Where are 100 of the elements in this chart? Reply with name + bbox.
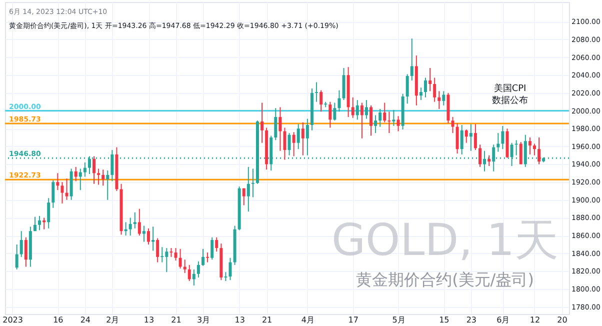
candlestick — [178, 248, 182, 270]
candlestick — [474, 124, 477, 150]
x-tick-label: 17 — [348, 316, 358, 324]
candlestick — [469, 124, 472, 152]
candlestick — [388, 111, 391, 134]
candlestick — [328, 101, 332, 128]
candlestick — [106, 170, 110, 200]
candlestick — [65, 178, 68, 200]
candlestick — [360, 102, 364, 139]
x-tick-label: 5月 — [392, 316, 406, 324]
candlestick — [192, 268, 196, 286]
candlestick — [56, 172, 60, 191]
candlestick — [378, 108, 382, 128]
x-tick-label: 3月 — [196, 316, 210, 324]
candlestick — [519, 141, 522, 165]
candlestick — [419, 87, 422, 101]
candlestick — [406, 74, 409, 104]
candlestick — [456, 122, 459, 154]
candlestick — [478, 144, 482, 168]
candlestick — [488, 154, 491, 167]
candlestick — [33, 216, 36, 232]
candlestick — [102, 169, 105, 186]
x-tick-label: 23 — [466, 316, 477, 324]
x-tick-label: 13 — [234, 316, 245, 324]
candlestick — [370, 104, 373, 136]
x-tick-label: 20 — [557, 316, 568, 324]
candlestick — [83, 162, 86, 178]
candlestick — [532, 143, 536, 156]
candlestick — [147, 228, 150, 245]
candlestick — [183, 259, 186, 274]
x-tick-label: 21 — [262, 316, 272, 324]
candlestick — [215, 236, 218, 252]
candlestick — [246, 166, 250, 212]
candlestick — [528, 136, 532, 155]
candlestick — [24, 236, 28, 268]
candlestick — [424, 77, 427, 98]
x-tick-label: 15 — [439, 316, 450, 324]
text: 黄金期价合约(美元/盎司) — [356, 270, 534, 289]
candlestick — [74, 166, 78, 182]
candlestick — [156, 238, 160, 263]
x-tick-label: 21 — [171, 316, 182, 324]
candlestick — [315, 82, 318, 102]
x-tick-label: 4月 — [301, 316, 314, 324]
candlestick — [47, 198, 50, 229]
candlestick — [274, 108, 278, 141]
candlestick — [356, 100, 359, 120]
candlestick — [292, 132, 296, 157]
candlestick — [451, 116, 454, 134]
candlestick — [210, 236, 214, 260]
candlestick — [296, 124, 300, 150]
candlestick — [78, 168, 82, 191]
candlestick — [38, 215, 42, 231]
candlestick — [152, 226, 155, 252]
candlestick — [351, 96, 354, 118]
candlestick — [396, 116, 400, 132]
candlestick — [160, 246, 164, 263]
candlestick — [201, 248, 204, 266]
candlestick — [188, 264, 191, 282]
candlestick — [206, 252, 210, 263]
candlestick — [196, 260, 200, 278]
candlestick — [433, 77, 436, 102]
candlestick — [501, 125, 504, 150]
candlestick — [138, 208, 141, 236]
candlestick — [342, 67, 346, 101]
x-tick-label: 6月 — [496, 316, 510, 324]
candlestick — [228, 257, 232, 281]
candlestick — [306, 118, 309, 156]
candlestick — [410, 38, 414, 81]
x-tick-label: 12 — [530, 316, 540, 324]
candlestick — [97, 168, 100, 186]
candlestick — [333, 102, 336, 122]
candlestick — [128, 217, 132, 236]
x-tick-label: 16 — [53, 316, 64, 324]
candlestick — [283, 127, 286, 160]
candlestick — [92, 156, 96, 184]
candlestick — [20, 230, 23, 258]
candlestick — [15, 244, 18, 270]
candlestick — [374, 114, 378, 134]
candlestick — [288, 132, 291, 156]
candlestick — [538, 136, 541, 165]
candlestick — [301, 122, 304, 156]
candlestick — [442, 90, 446, 106]
candlestick — [364, 100, 368, 120]
candlestick — [464, 128, 468, 144]
candlestick — [320, 90, 323, 112]
candlestick — [52, 180, 55, 208]
x-tick-label: 24 — [80, 316, 91, 324]
candlestick — [60, 182, 64, 204]
candlestick — [338, 90, 341, 112]
annotation: 美国CPI 数据公布 — [492, 83, 528, 106]
candlestick — [278, 106, 282, 152]
candlestick — [242, 188, 246, 206]
candlestick — [483, 150, 486, 172]
candlestick — [428, 67, 432, 92]
candlestick — [174, 248, 178, 262]
candlestick — [438, 90, 441, 110]
candlestick — [460, 124, 464, 155]
candlestick — [514, 140, 518, 156]
candlestick — [392, 109, 396, 126]
candlestick — [133, 212, 136, 229]
